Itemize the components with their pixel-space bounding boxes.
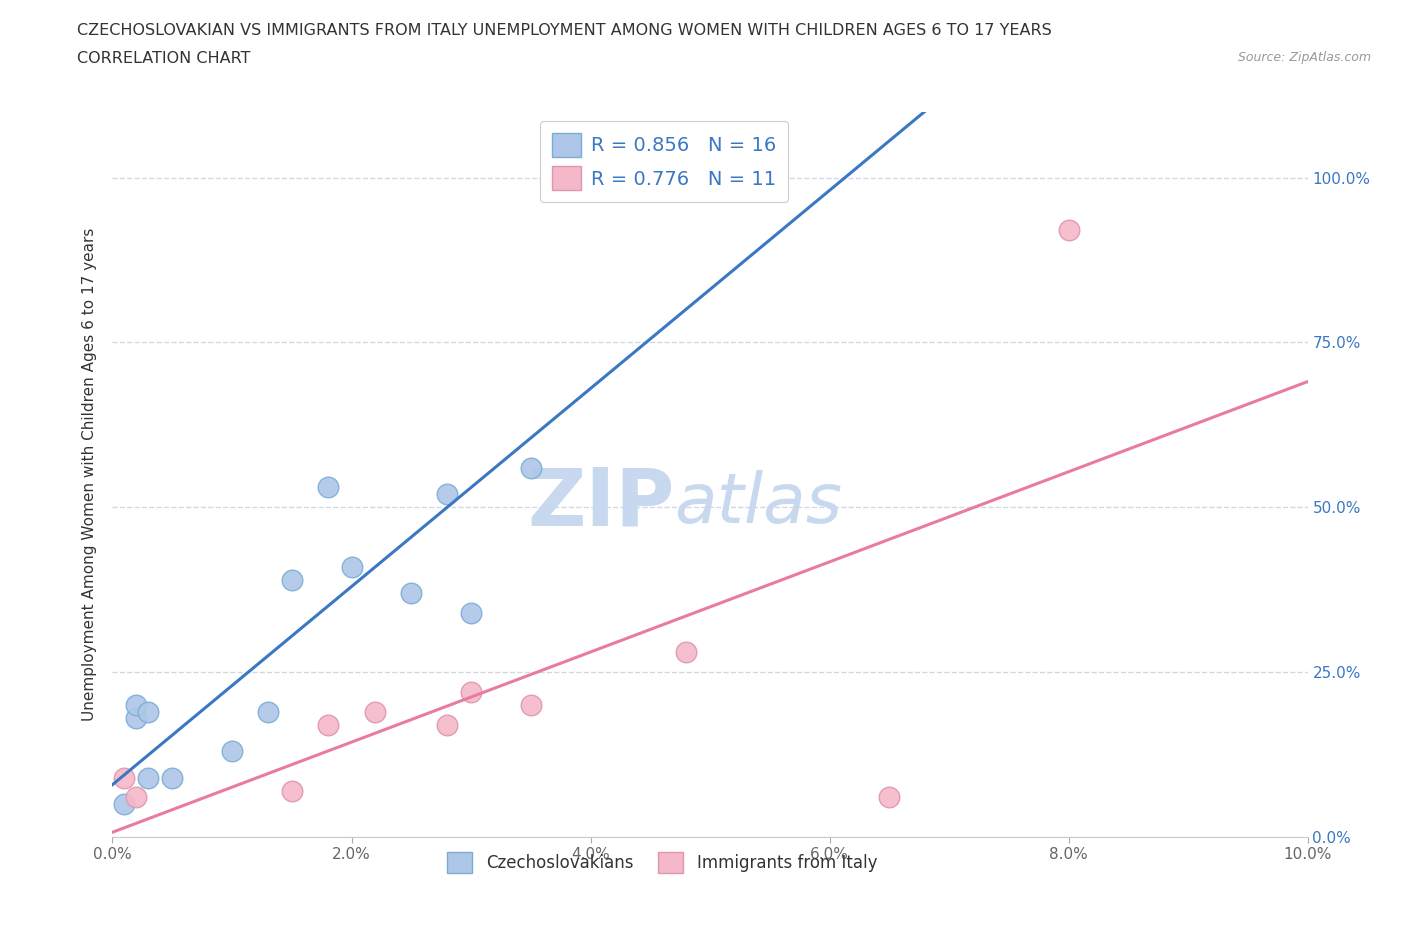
Text: CORRELATION CHART: CORRELATION CHART xyxy=(77,51,250,66)
Point xyxy=(364,704,387,719)
Point xyxy=(759,164,782,179)
Text: CZECHOSLOVAKIAN VS IMMIGRANTS FROM ITALY UNEMPLOYMENT AMONG WOMEN WITH CHILDREN : CZECHOSLOVAKIAN VS IMMIGRANTS FROM ITALY… xyxy=(77,23,1052,38)
Legend: Czechoslovakians, Immigrants from Italy: Czechoslovakians, Immigrants from Italy xyxy=(440,845,884,880)
Point xyxy=(316,480,339,495)
Point xyxy=(879,790,901,804)
Point xyxy=(257,704,280,719)
Point xyxy=(138,704,160,719)
Point xyxy=(114,797,135,812)
Point xyxy=(436,486,458,501)
Point xyxy=(125,711,148,725)
Point xyxy=(138,770,160,785)
Point xyxy=(401,586,423,601)
Point xyxy=(125,698,148,712)
Point xyxy=(520,460,543,475)
Y-axis label: Unemployment Among Women with Children Ages 6 to 17 years: Unemployment Among Women with Children A… xyxy=(82,228,97,721)
Point xyxy=(221,744,243,759)
Point xyxy=(340,559,363,574)
Point xyxy=(114,770,135,785)
Point xyxy=(281,783,304,798)
Point xyxy=(1057,223,1080,238)
Point xyxy=(460,605,482,620)
Text: atlas: atlas xyxy=(675,470,842,537)
Text: ZIP: ZIP xyxy=(527,464,675,542)
Text: Source: ZipAtlas.com: Source: ZipAtlas.com xyxy=(1237,51,1371,64)
Point xyxy=(281,572,304,587)
Point xyxy=(316,717,339,732)
Point xyxy=(675,644,697,659)
Point xyxy=(162,770,183,785)
Point xyxy=(460,684,482,699)
Point xyxy=(520,698,543,712)
Point xyxy=(125,790,148,804)
Point xyxy=(436,717,458,732)
